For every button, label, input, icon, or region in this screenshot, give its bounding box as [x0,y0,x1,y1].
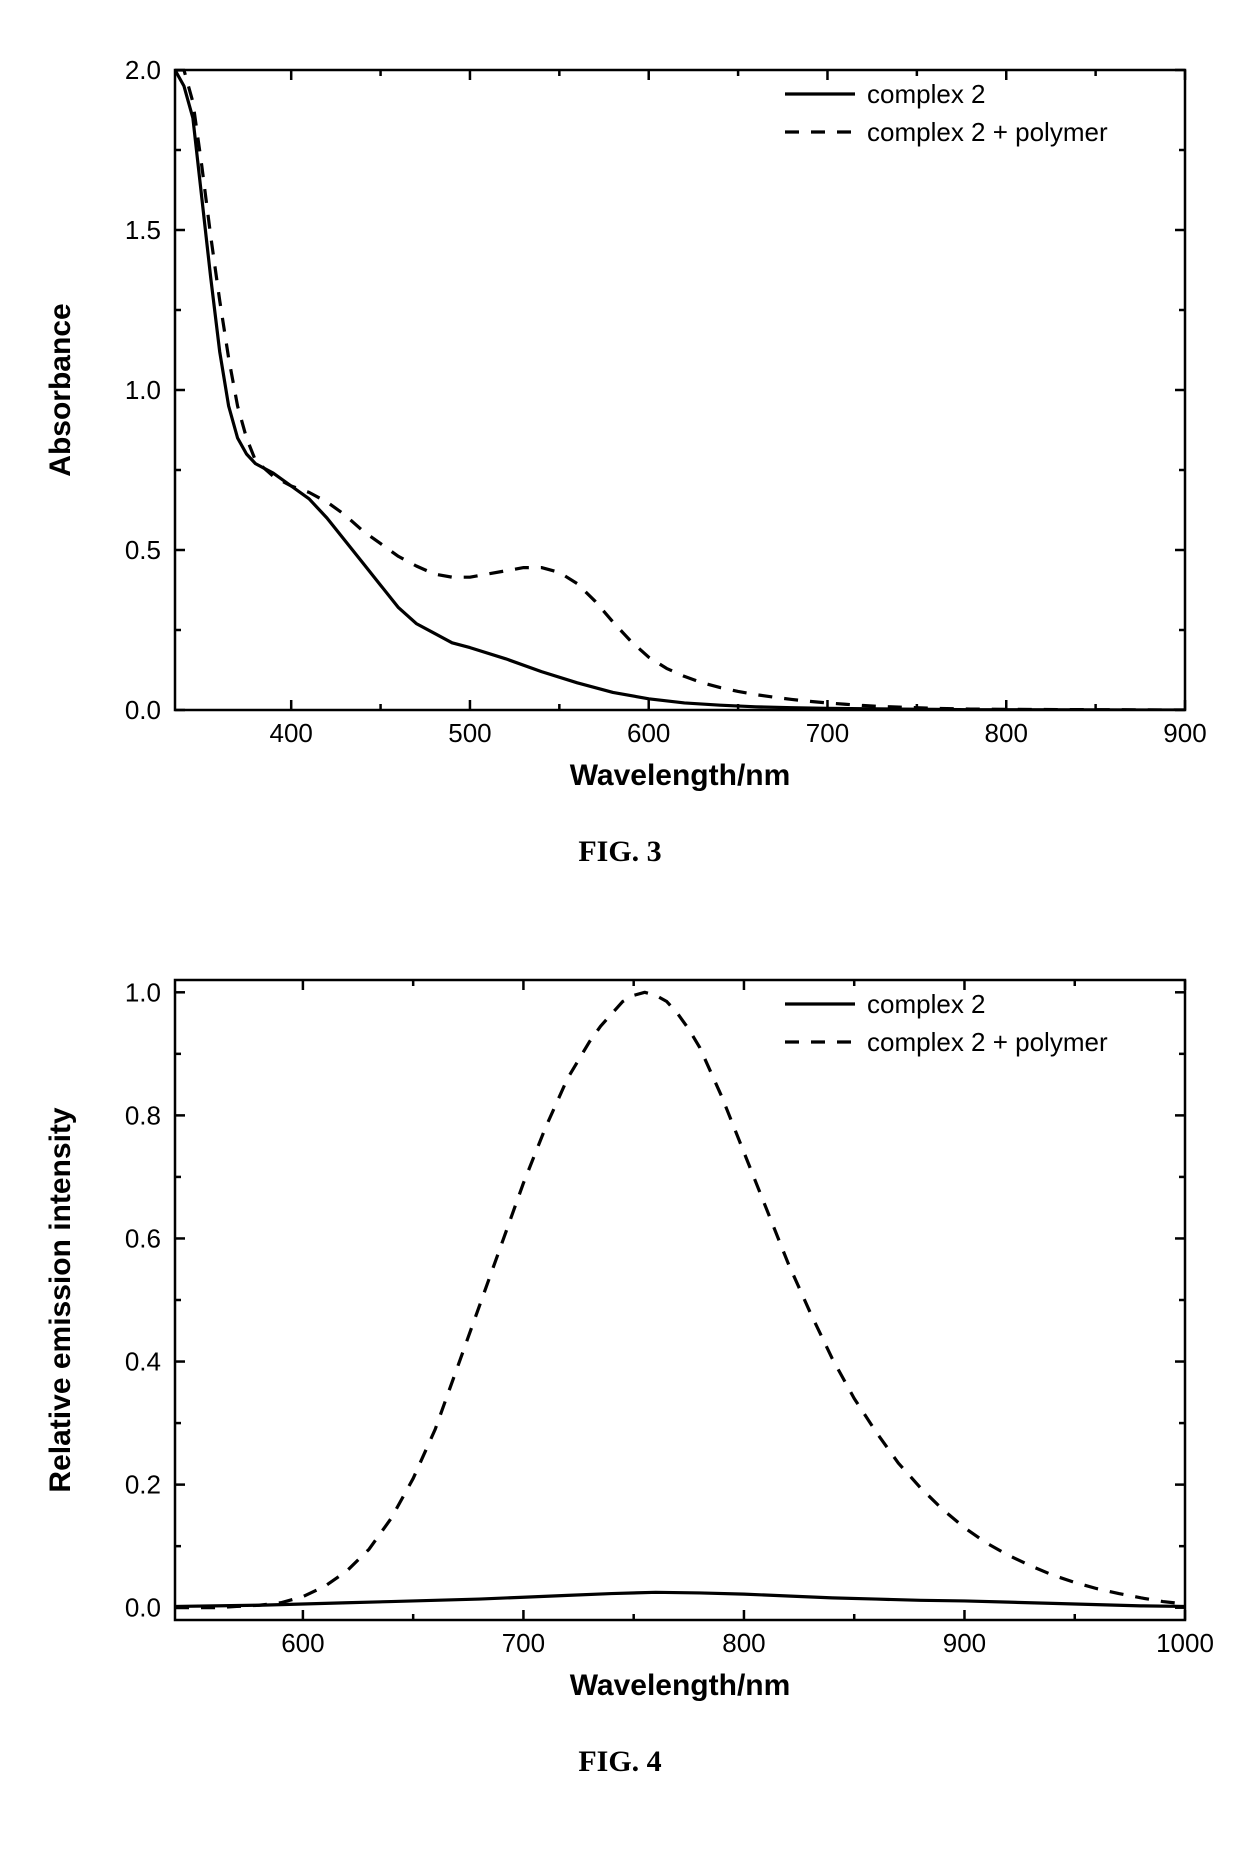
svg-text:complex 2 + polymer: complex 2 + polymer [867,117,1108,147]
svg-text:0.2: 0.2 [125,1470,161,1500]
svg-text:0.6: 0.6 [125,1223,161,1253]
svg-text:Relative emission intensity: Relative emission intensity [44,1107,77,1492]
svg-text:900: 900 [943,1628,986,1658]
svg-text:1000: 1000 [1156,1628,1214,1658]
svg-text:0.8: 0.8 [125,1100,161,1130]
svg-text:2.0: 2.0 [125,55,161,85]
page: 400 500 600 700 800 900 0.0 0.5 1.0 1.5 2.0 Wavelen… [0,0,1240,1864]
svg-text:complex 2: complex 2 [867,79,986,109]
caption-fig3: FIG. 3 [0,835,1240,869]
svg-text:700: 700 [502,1628,545,1658]
svg-text:0.4: 0.4 [125,1347,161,1377]
svg-text:1.0: 1.0 [125,977,161,1007]
svg-text:0.0: 0.0 [125,1593,161,1623]
figure-4: 600 700 800 900 1000 0.0 0.2 0.4 0.6 0.8 1.0 Wavele… [0,950,1240,1810]
svg-text:600: 600 [281,1628,324,1658]
svg-text:1.5: 1.5 [125,215,161,245]
svg-text:Wavelength/nm: Wavelength/nm [570,759,791,792]
svg-text:complex 2: complex 2 [867,989,986,1019]
svg-text:600: 600 [627,718,670,748]
svg-text:400: 400 [269,718,312,748]
svg-text:900: 900 [1163,718,1206,748]
svg-text:800: 800 [985,718,1028,748]
svg-text:1.0: 1.0 [125,375,161,405]
svg-text:0.0: 0.0 [125,695,161,725]
svg-text:Absorbance: Absorbance [44,303,77,476]
caption-fig4: FIG. 4 [0,1745,1240,1779]
svg-text:500: 500 [448,718,491,748]
chart-fig4: 600 700 800 900 1000 0.0 0.2 0.4 0.6 0.8 1.0 Wavele… [0,950,1240,1730]
svg-text:800: 800 [722,1628,765,1658]
svg-text:Wavelength/nm: Wavelength/nm [570,1669,791,1702]
svg-text:0.5: 0.5 [125,535,161,565]
svg-text:700: 700 [806,718,849,748]
figure-3: 400 500 600 700 800 900 0.0 0.5 1.0 1.5 2.0 Wavelen… [0,40,1240,900]
chart-fig3: 400 500 600 700 800 900 0.0 0.5 1.0 1.5 2.0 Wavelen… [0,40,1240,820]
svg-text:complex 2 + polymer: complex 2 + polymer [867,1027,1108,1057]
